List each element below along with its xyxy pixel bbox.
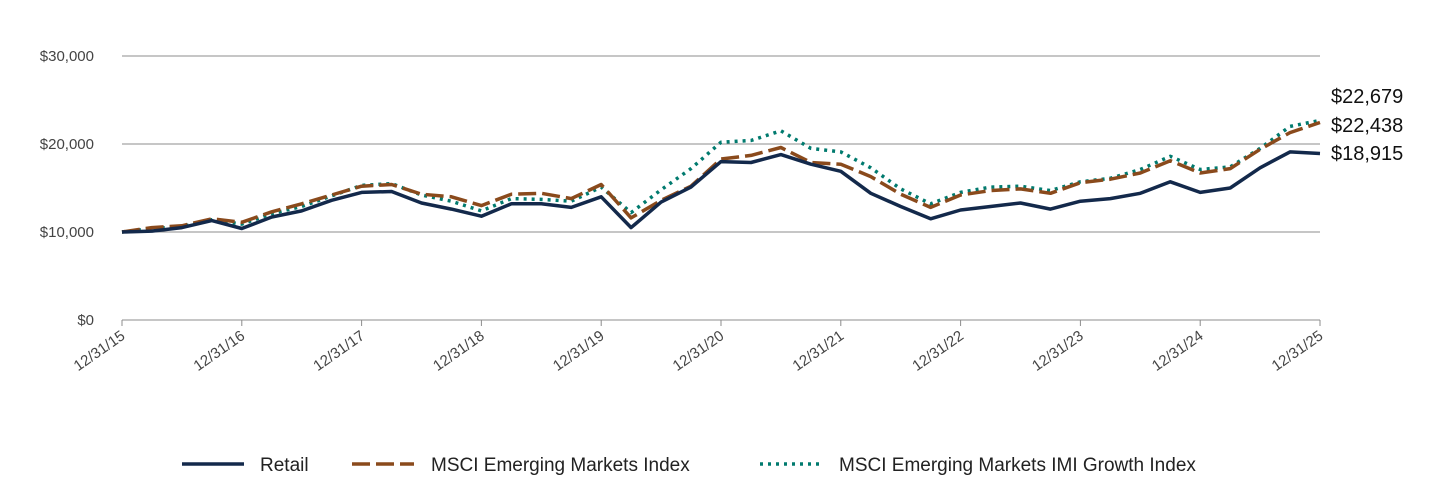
legend-item: MSCI Emerging Markets IMI Growth Index: [760, 455, 1196, 476]
x-tick-label: 12/31/19: [550, 327, 608, 374]
legend-item: Retail: [182, 455, 309, 476]
series-line-msci-emerging-markets-index: [121, 120, 1321, 234]
y-tick-label: $30,000: [40, 48, 94, 65]
end-value-label: $22,438: [1331, 115, 1403, 137]
x-tick-label: 12/31/15: [71, 327, 129, 374]
end-value-label: $22,679: [1331, 86, 1403, 108]
legend-item: MSCI Emerging Markets Index: [352, 455, 690, 476]
end-value-label: $18,915: [1331, 143, 1403, 165]
x-tick-label: 12/31/22: [909, 327, 967, 374]
legend: Retail MSCI Emerging Markets Index MSCI Em…: [182, 455, 1196, 476]
y-tick-label: $10,000: [40, 224, 94, 241]
legend-label: MSCI Emerging Markets Index: [431, 455, 690, 476]
series-lines: [121, 118, 1321, 234]
x-tick-label: 12/31/16: [191, 327, 249, 374]
series-line-msci-emerging-markets-imi-growth-index: [121, 118, 1321, 234]
grid-lines: [122, 55, 1320, 321]
y-tick-label: $20,000: [40, 136, 94, 153]
x-tick-label: 12/31/18: [430, 327, 488, 374]
y-axis-tick-labels: $0 $10,000 $20,000 $30,000: [40, 48, 94, 329]
x-tick-label: 12/31/25: [1269, 327, 1327, 374]
x-tick-label: 12/31/21: [790, 327, 848, 374]
legend-label: Retail: [260, 455, 309, 476]
x-axis: 12/31/15 12/31/16 12/31/17 12/31/18 12/31/19…: [71, 320, 1327, 375]
legend-label: MSCI Emerging Markets IMI Growth Index: [839, 455, 1196, 476]
x-tick-label: 12/31/23: [1029, 327, 1087, 374]
x-tick-label: 12/31/24: [1149, 327, 1207, 374]
series-line-retail: [121, 150, 1321, 234]
y-tick-label: $0: [77, 312, 94, 329]
end-value-labels: $22,679 $22,438 $18,915: [1331, 86, 1403, 165]
x-tick-label: 12/31/20: [670, 327, 728, 374]
x-tick-label: 12/31/17: [310, 327, 368, 374]
